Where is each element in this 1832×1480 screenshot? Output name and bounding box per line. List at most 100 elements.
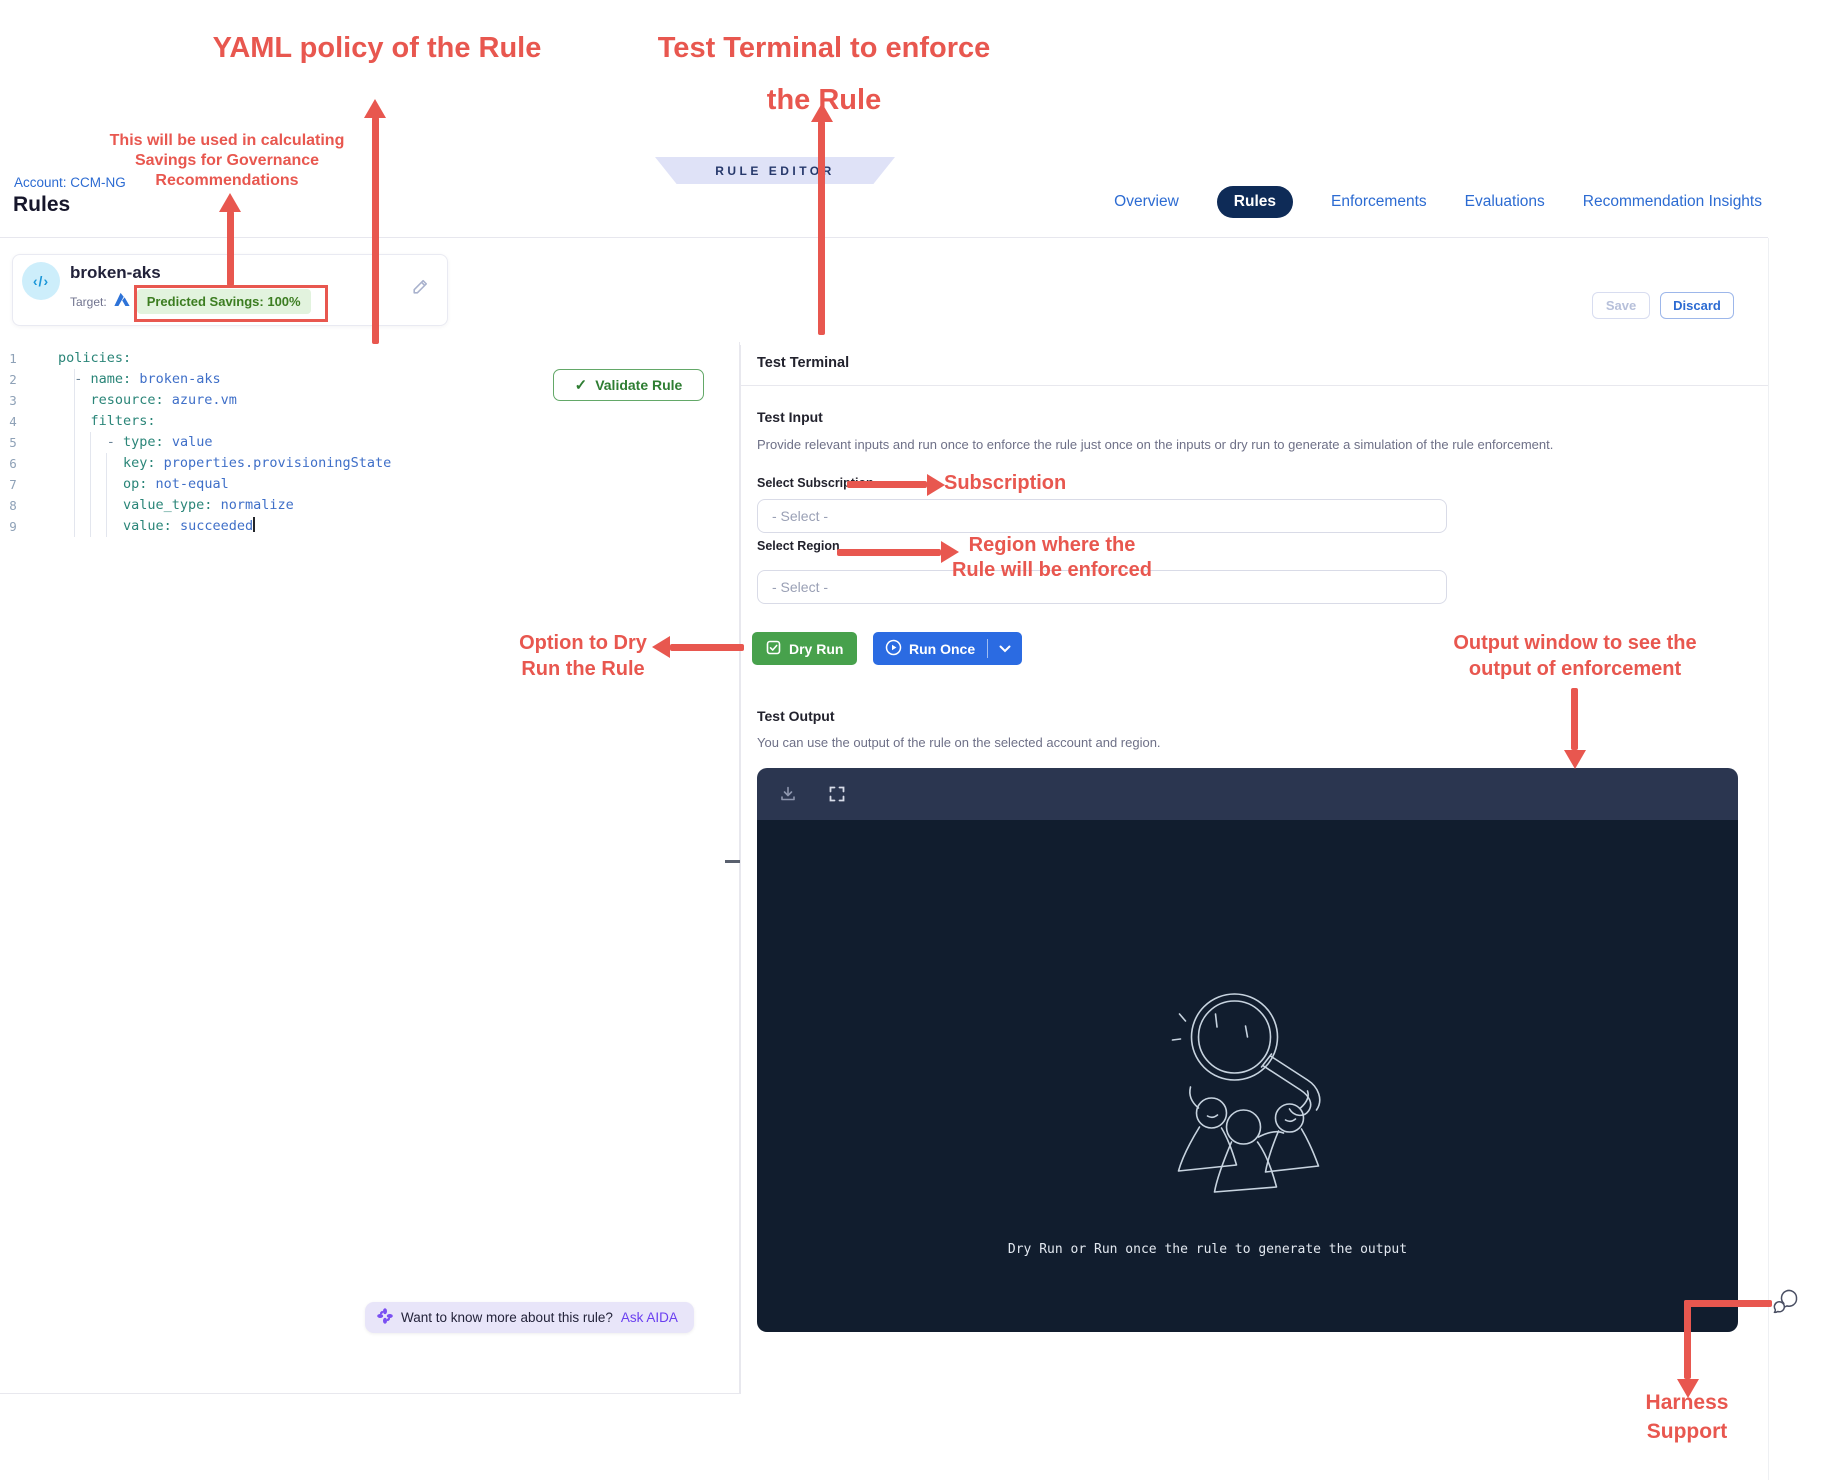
- annotation-arrow-test-terminal: [818, 121, 825, 335]
- dry-run-label: Dry Run: [789, 640, 844, 657]
- aida-chip[interactable]: Want to know more about this rule? Ask A…: [365, 1302, 694, 1333]
- annotation-arrow-support-horizontal: [1684, 1300, 1772, 1307]
- download-icon[interactable]: [778, 784, 798, 804]
- run-once-button[interactable]: Run Once: [873, 632, 1023, 665]
- editor-line[interactable]: 3 resource: azure.vm: [0, 390, 739, 411]
- editor-line[interactable]: 9 value: succeeded: [0, 516, 739, 537]
- line-number: 5: [9, 435, 17, 450]
- indent-guide: [90, 432, 91, 537]
- test-output-terminal: Dry Run or Run once the rule to generate…: [757, 768, 1738, 1332]
- annotation-subscription: Subscription: [944, 472, 1067, 494]
- panel-right-divider: [1768, 238, 1769, 1480]
- aida-flower-icon: [377, 1308, 393, 1327]
- rule-target-row: Target: Predicted Savings: 100%: [70, 289, 311, 314]
- ribbon-label: RULE EDITOR: [715, 163, 835, 178]
- annotation-test-terminal-line1: Test Terminal to enforce: [657, 32, 991, 64]
- annotation-arrowhead: [1564, 750, 1586, 769]
- line-number: 4: [9, 414, 17, 429]
- header-divider: [0, 237, 1768, 238]
- annotation-arrowhead: [1677, 1379, 1699, 1398]
- indent-guide: [74, 369, 75, 537]
- tab-recommendation-insights[interactable]: Recommendation Insights: [1582, 193, 1762, 210]
- annotation-arrowhead: [652, 636, 670, 658]
- editor-line[interactable]: 2 - name: broken-aks: [0, 369, 739, 390]
- save-button[interactable]: Save: [1592, 292, 1650, 319]
- editor-line[interactable]: 1 policies:: [0, 348, 739, 369]
- editor-line[interactable]: 4 filters:: [0, 411, 739, 432]
- terminal-empty-message: Dry Run or Run once the rule to generate…: [1007, 1242, 1408, 1257]
- edit-rule-icon[interactable]: [410, 276, 431, 302]
- line-number: 8: [9, 498, 17, 513]
- region-label: Select Region: [757, 539, 840, 553]
- tab-evaluations[interactable]: Evaluations: [1464, 193, 1545, 210]
- editor-lines: 1 policies: 2 - name: broken-aks 3 resource…: [0, 348, 739, 537]
- search-illustration: [1125, 987, 1370, 1242]
- validate-rule-label: Validate Rule: [595, 377, 683, 393]
- ask-aida-link[interactable]: Ask AIDA: [620, 1310, 678, 1325]
- run-once-label: Run Once: [909, 640, 976, 657]
- aida-question: Want to know more about this rule?: [401, 1310, 613, 1325]
- dry-run-button[interactable]: Dry Run: [752, 632, 858, 665]
- fullscreen-icon[interactable]: [828, 785, 846, 803]
- text-cursor: [253, 517, 255, 532]
- run-once-menu-chevron-icon[interactable]: [988, 645, 1022, 653]
- test-output-title: Test Output: [757, 708, 835, 724]
- validate-rule-button[interactable]: ✓ Validate Rule: [553, 369, 704, 401]
- discard-button[interactable]: Discard: [1660, 292, 1734, 319]
- annotation-arrow-savings: [227, 211, 234, 286]
- subscription-select[interactable]: - Select -: [757, 499, 1447, 533]
- rule-editor-ribbon: RULE EDITOR: [655, 157, 895, 184]
- editor-panel-divider: [740, 345, 741, 1394]
- code-text: - type: value: [106, 434, 213, 450]
- tab-overview[interactable]: Overview: [1114, 193, 1179, 210]
- editor-line[interactable]: 5 - type: value: [0, 432, 739, 453]
- play-icon: [885, 639, 902, 659]
- annotation-dry-run: Option to Dry Run the Rule: [519, 632, 647, 680]
- line-number: 3: [9, 393, 17, 408]
- target-label: Target:: [70, 294, 107, 309]
- test-input-description: Provide relevant inputs and run once to …: [757, 437, 1554, 452]
- rule-name: broken-aks: [70, 263, 161, 282]
- annotation-arrow-output: [1571, 688, 1578, 750]
- region-select[interactable]: - Select -: [757, 570, 1447, 604]
- annotation-savings-highlight-box: [134, 285, 328, 322]
- annotation-yaml-policy: YAML policy of the Rule: [212, 32, 542, 64]
- editor-line[interactable]: 6 key: properties.provisioningState: [0, 453, 739, 474]
- support-chat-icon[interactable]: [1770, 1288, 1800, 1321]
- check-icon: ✓: [574, 377, 588, 394]
- test-terminal-title: Test Terminal: [757, 355, 850, 371]
- test-output-description: You can use the output of the rule on th…: [757, 735, 1161, 750]
- tab-enforcements[interactable]: Enforcements: [1331, 193, 1427, 210]
- account-breadcrumb[interactable]: Account: CCM-NG: [14, 175, 126, 190]
- code-text: value_type: normalize: [123, 497, 294, 513]
- button-separator: [987, 639, 989, 658]
- annotation-arrow-dry-run: [670, 644, 744, 651]
- annotation-arrow-yaml: [372, 117, 379, 344]
- editor-scrollbar[interactable]: [725, 860, 741, 863]
- tab-rules[interactable]: Rules: [1216, 186, 1293, 218]
- azure-icon: [114, 292, 130, 312]
- test-input-title: Test Input: [757, 409, 823, 425]
- yaml-editor[interactable]: 1 policies: 2 - name: broken-aks 3 resource…: [0, 342, 741, 1394]
- code-text: op: not-equal: [123, 476, 229, 492]
- page-title: Rules: [13, 193, 71, 216]
- line-number: 9: [9, 519, 17, 534]
- annotation-arrowhead: [364, 99, 386, 118]
- code-text: value: succeeded: [123, 517, 255, 534]
- editor-line[interactable]: 7 op: not-equal: [0, 474, 739, 495]
- terminal-output-area: Dry Run or Run once the rule to generate…: [757, 820, 1738, 1332]
- annotation-arrowhead: [927, 474, 945, 496]
- test-terminal-divider: [741, 385, 1768, 386]
- line-number: 6: [9, 456, 17, 471]
- nav-tabs: Overview Rules Enforcements Evaluations Reco…: [1114, 185, 1762, 219]
- subscription-placeholder: - Select -: [772, 508, 829, 524]
- code-text: policies:: [58, 350, 132, 366]
- code-text: filters:: [90, 413, 156, 429]
- terminal-toolbar: [757, 768, 1738, 820]
- annotation-arrowhead: [219, 193, 241, 212]
- code-text: resource: azure.vm: [90, 392, 237, 408]
- annotation-arrow-support-vertical: [1684, 1300, 1691, 1379]
- editor-line[interactable]: 8 value_type: normalize: [0, 495, 739, 516]
- line-number: 7: [9, 477, 17, 492]
